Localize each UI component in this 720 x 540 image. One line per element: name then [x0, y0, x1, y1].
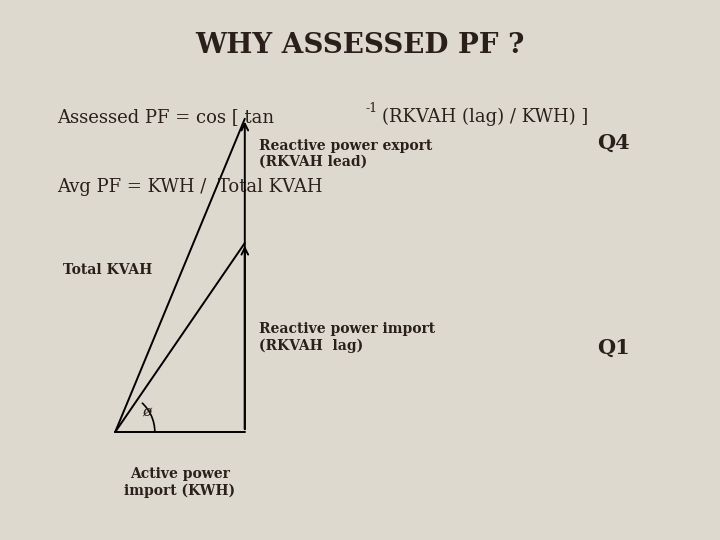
Text: Assessed PF = cos [ tan: Assessed PF = cos [ tan [58, 108, 275, 126]
Text: WHY ASSESSED PF ?: WHY ASSESSED PF ? [195, 32, 525, 59]
Text: ø: ø [143, 404, 152, 418]
Text: Q4: Q4 [598, 133, 630, 153]
Text: (RKVAH (lag) / KWH) ]: (RKVAH (lag) / KWH) ] [382, 108, 588, 126]
Text: Reactive power export
(RKVAH lead): Reactive power export (RKVAH lead) [259, 139, 433, 169]
Text: Total KVAH: Total KVAH [63, 263, 153, 277]
Text: Avg PF = KWH /  Total KVAH: Avg PF = KWH / Total KVAH [58, 178, 323, 196]
Text: Q1: Q1 [598, 338, 630, 359]
Text: Reactive power import
(RKVAH  lag): Reactive power import (RKVAH lag) [259, 322, 436, 353]
Text: Active power
import (KWH): Active power import (KWH) [125, 467, 235, 498]
Text: -1: -1 [366, 102, 378, 114]
